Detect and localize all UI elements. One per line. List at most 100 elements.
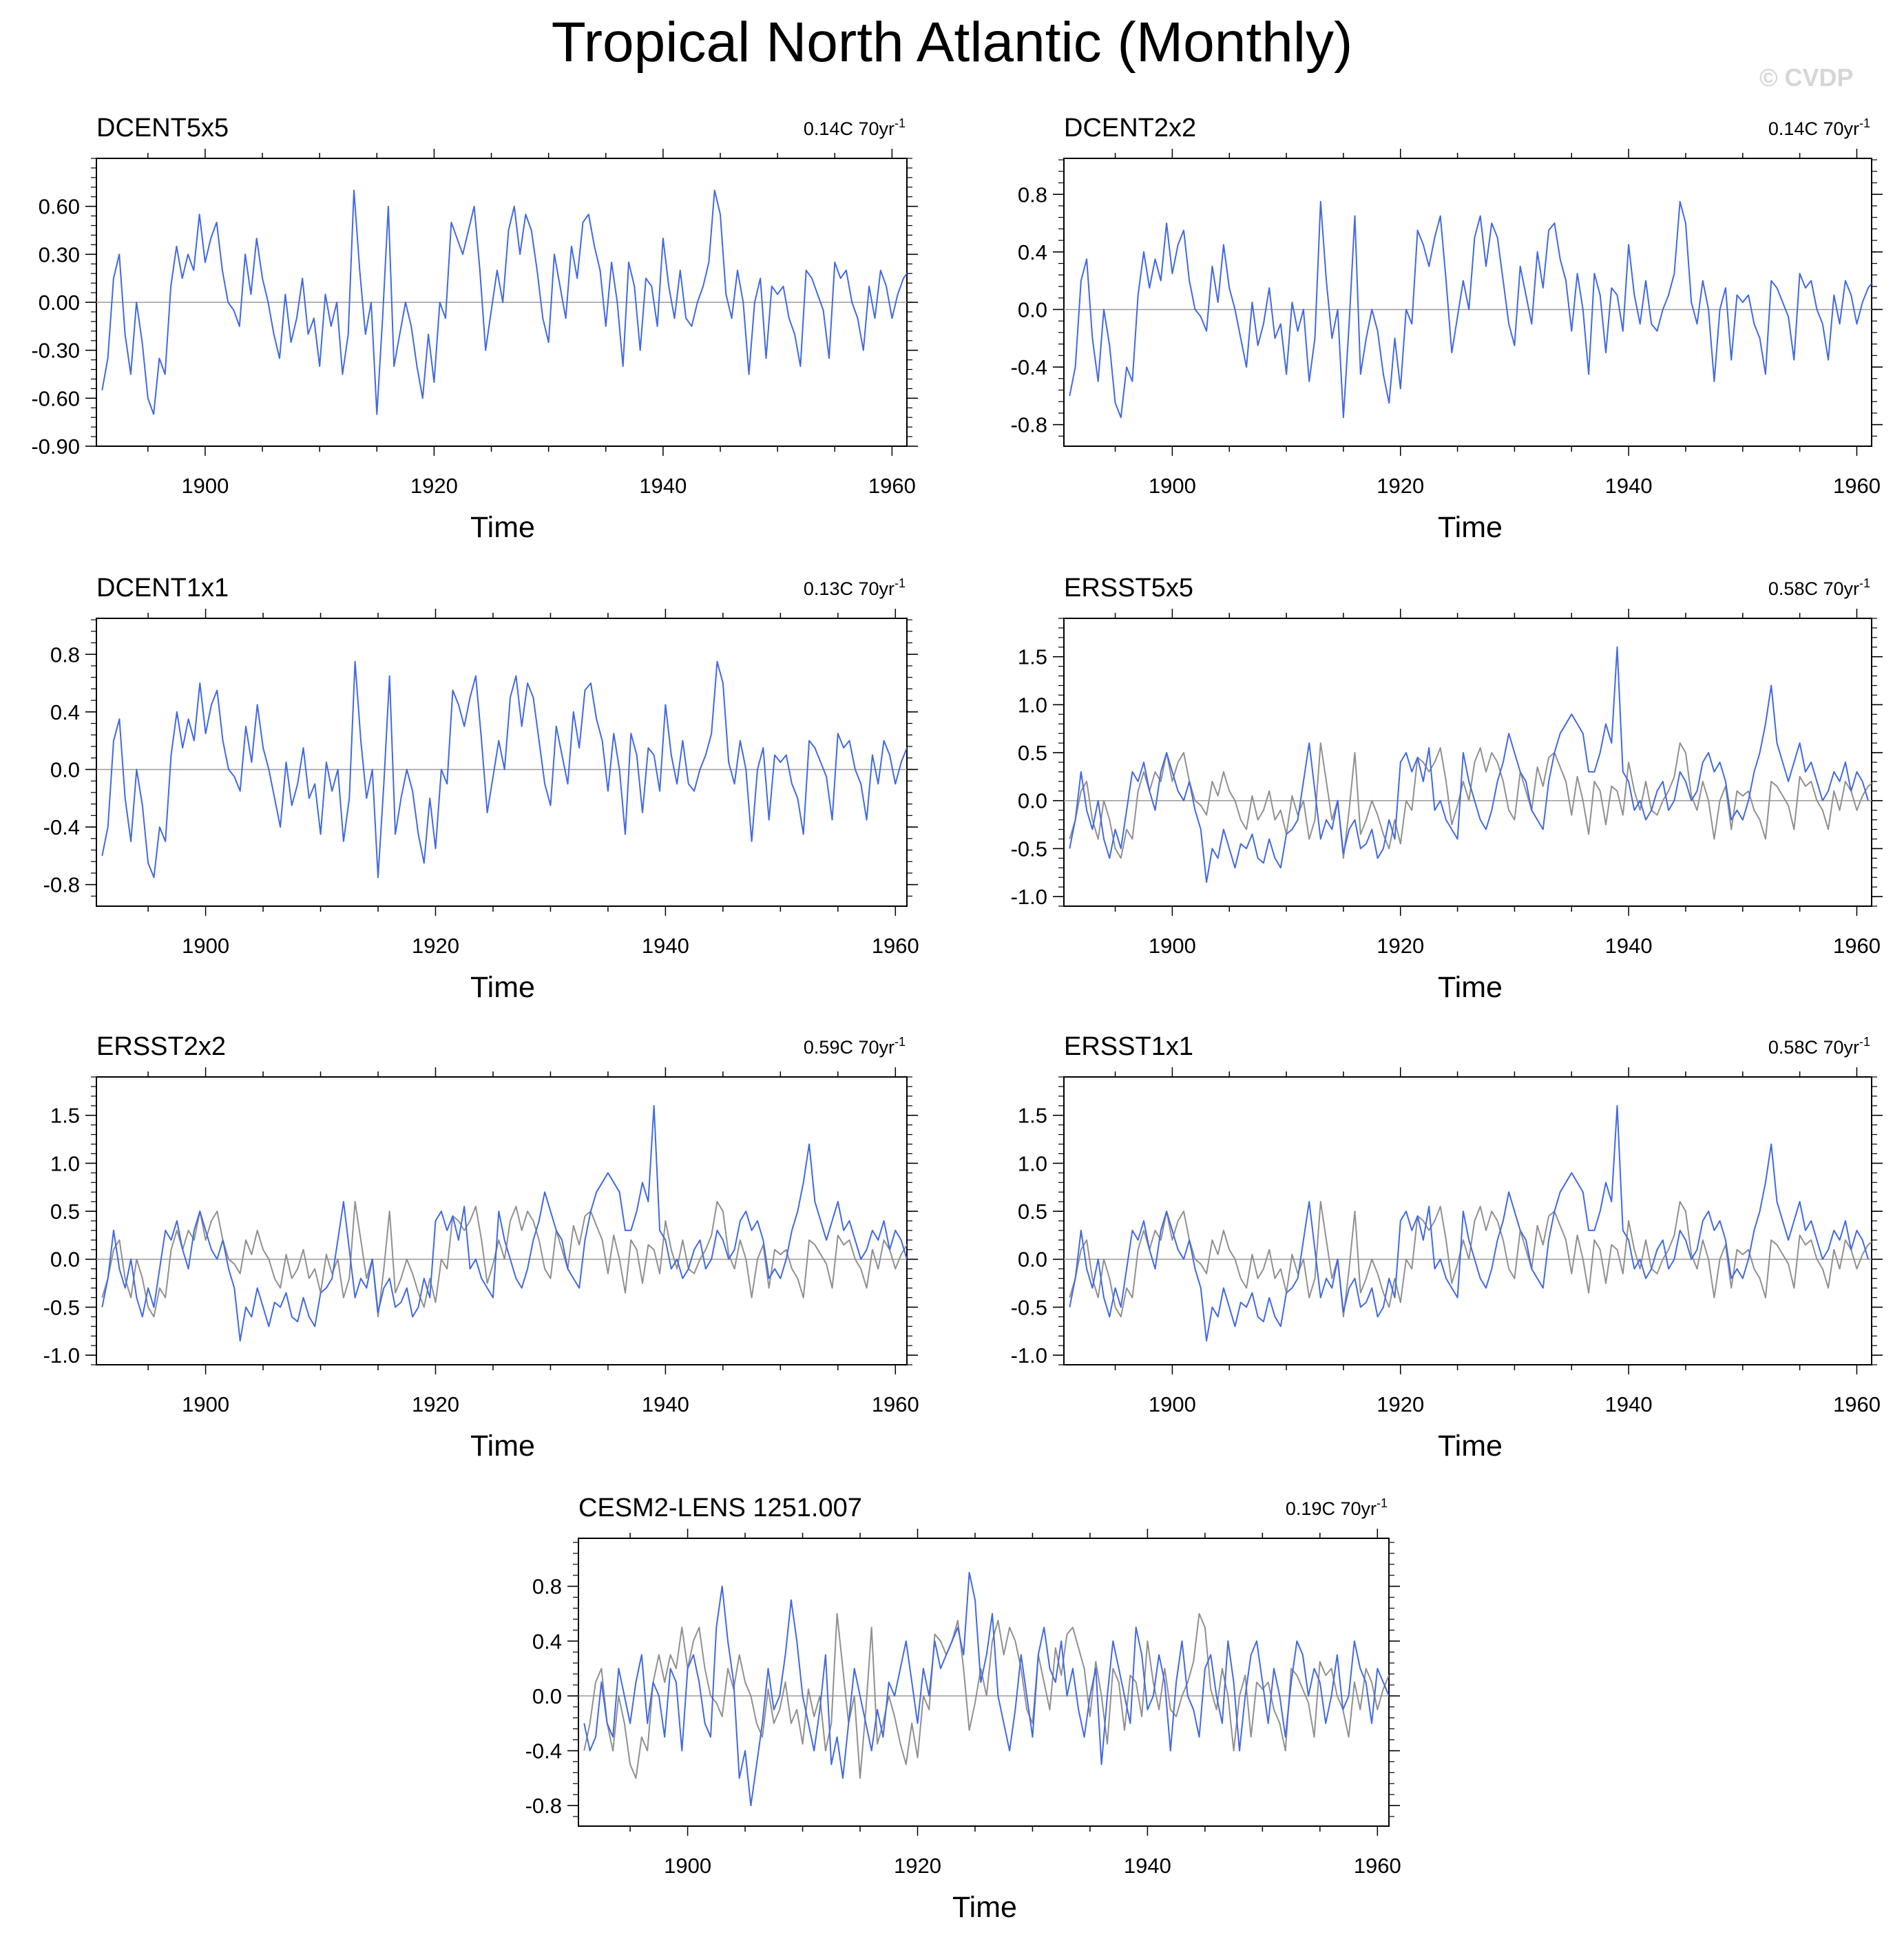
trend-label: 0.58C 70yr-1 — [1768, 1035, 1870, 1058]
y-tick-label: -0.4 — [1011, 355, 1047, 379]
trend-value: 0.14C 70yr — [804, 118, 895, 139]
trend-value: 0.19C 70yr — [1286, 1498, 1377, 1519]
trend-label: 0.59C 70yr-1 — [804, 1035, 906, 1058]
trend-exponent: -1 — [895, 576, 906, 590]
panel-dcent2x2: DCENT2x2 0.14C 70yr-1 1900 1920 1940 1960 -0.8… — [967, 103, 1904, 558]
y-tick-label: 0.5 — [1018, 1200, 1047, 1224]
x-tick-label: 1940 — [1605, 1392, 1653, 1416]
x-tick-label: 1960 — [872, 934, 919, 958]
trend-label: 0.14C 70yr-1 — [804, 116, 906, 139]
chart-title: CESM2-LENS 1251.007 — [578, 1494, 862, 1522]
x-axis-label: Time — [1438, 511, 1503, 544]
plot-frame — [578, 1538, 1390, 1827]
trend-label: 0.13C 70yr-1 — [804, 576, 906, 599]
x-tick-label: 1900 — [181, 474, 229, 498]
panel-ersst5x5: ERSST5x5 0.58C 70yr-1 1900 1920 1940 1960 -1.0… — [967, 563, 1904, 1018]
panel-cesm2-lens: CESM2-LENS 1251.007 0.19C 70yr-1 1900 1920 1… — [482, 1482, 1432, 1948]
x-tick-label: 1900 — [1149, 934, 1196, 958]
y-tick-label: 0.0 — [1018, 1248, 1047, 1272]
chart-title: ERSST5x5 — [1064, 574, 1193, 603]
chart-title: DCENT5x5 — [96, 114, 229, 143]
x-tick-label: 1960 — [872, 1392, 919, 1416]
y-tick-label: 0.30 — [39, 242, 80, 266]
y-tick-label: -0.8 — [525, 1794, 562, 1818]
x-tick-label: 1920 — [1377, 474, 1424, 498]
trend-value: 0.59C 70yr — [804, 1037, 895, 1058]
x-tick-label: 1940 — [642, 934, 689, 958]
y-tick-label: 0.4 — [532, 1629, 562, 1653]
y-tick-label: 0.0 — [532, 1684, 562, 1708]
x-tick-label: 1920 — [412, 934, 459, 958]
trend-exponent: -1 — [1859, 1035, 1870, 1049]
y-tick-label: 1.0 — [1018, 1151, 1047, 1175]
y-tick-label: -0.5 — [1011, 837, 1047, 861]
chart-title: DCENT1x1 — [96, 574, 229, 603]
y-tick-label: 1.0 — [1018, 693, 1047, 717]
chart-dcent5x5: DCENT5x5 0.14C 70yr-1 1900 1920 1940 1960 -0.9… — [31, 114, 918, 544]
chart-ersst1x1: ERSST1x1 0.58C 70yr-1 1900 1920 1940 1960 -1.0… — [1011, 1032, 1883, 1463]
trend-exponent: -1 — [1377, 1496, 1388, 1510]
x-tick-label: 1920 — [1377, 934, 1424, 958]
y-tick-label: -0.8 — [1011, 413, 1047, 437]
chart-ersst5x5: ERSST5x5 0.58C 70yr-1 1900 1920 1940 1960 -1.0… — [1011, 574, 1883, 1004]
trend-value: 0.58C 70yr — [1768, 578, 1859, 599]
series-line-primary — [1069, 646, 1869, 883]
y-tick-label: 0.0 — [1018, 789, 1047, 813]
y-tick-label: 1.0 — [50, 1151, 80, 1175]
series-line-primary — [101, 1104, 907, 1342]
y-tick-label: 0.00 — [39, 291, 80, 315]
x-tick-label: 1940 — [1605, 934, 1653, 958]
y-tick-label: 0.5 — [1018, 741, 1047, 765]
x-axis-label: Time — [470, 971, 535, 1004]
trend-exponent: -1 — [1859, 116, 1870, 130]
chart-title: ERSST2x2 — [96, 1032, 226, 1061]
y-tick-label: -0.90 — [31, 434, 80, 459]
x-tick-label: 1940 — [639, 474, 687, 498]
x-axis-label: Time — [1438, 971, 1503, 1004]
x-tick-label: 1940 — [1605, 474, 1653, 498]
chart-ersst2x2: ERSST2x2 0.59C 70yr-1 1900 1920 1940 1960 -1.0… — [43, 1032, 919, 1463]
x-tick-label: 1920 — [410, 474, 458, 498]
y-tick-label: 0.4 — [50, 700, 80, 724]
y-tick-label: 0.5 — [50, 1200, 80, 1224]
y-tick-label: 1.5 — [50, 1104, 80, 1128]
trend-value: 0.13C 70yr — [804, 578, 895, 599]
y-tick-label: -0.5 — [1011, 1295, 1047, 1319]
y-tick-label: -0.60 — [31, 386, 80, 410]
trend-label: 0.58C 70yr-1 — [1768, 576, 1870, 599]
x-tick-label: 1900 — [182, 1392, 229, 1416]
plot-frame — [96, 1076, 908, 1365]
chart-cesm2-lens: CESM2-LENS 1251.007 0.19C 70yr-1 1900 1920 1… — [525, 1494, 1401, 1924]
x-tick-label: 1960 — [1833, 474, 1881, 498]
y-tick-label: 1.5 — [1018, 1104, 1047, 1128]
x-tick-label: 1960 — [1833, 934, 1881, 958]
trend-value: 0.58C 70yr — [1768, 1037, 1859, 1058]
trend-label: 0.14C 70yr-1 — [1768, 116, 1870, 139]
x-tick-label: 1920 — [894, 1854, 941, 1878]
x-tick-label: 1920 — [1377, 1392, 1424, 1416]
y-tick-label: 0.8 — [1018, 182, 1047, 207]
series-line-primary — [101, 660, 907, 879]
y-tick-label: -0.5 — [43, 1295, 80, 1319]
series-line-primary — [101, 189, 907, 415]
y-tick-label: 0.60 — [39, 195, 80, 219]
x-tick-label: 1960 — [1354, 1854, 1401, 1878]
x-tick-label: 1960 — [868, 474, 916, 498]
y-tick-label: -1.0 — [1011, 885, 1047, 909]
trend-exponent: -1 — [895, 116, 906, 130]
x-tick-label: 1940 — [1124, 1854, 1171, 1878]
plot-frame — [96, 618, 908, 907]
panel-dcent5x5: DCENT5x5 0.14C 70yr-1 1900 1920 1940 1960 -0.9… — [0, 103, 950, 558]
x-tick-label: 1940 — [642, 1392, 689, 1416]
y-tick-label: 0.0 — [1018, 297, 1047, 322]
y-tick-label: -0.30 — [31, 339, 80, 363]
series-line-overlay — [583, 1613, 1389, 1779]
y-tick-label: 0.8 — [50, 642, 80, 667]
series-line-primary — [1069, 200, 1872, 419]
x-axis-label: Time — [470, 1429, 535, 1463]
x-tick-label: 1900 — [182, 934, 229, 958]
y-tick-label: -1.0 — [43, 1343, 80, 1368]
trend-exponent: -1 — [1859, 576, 1870, 590]
trend-value: 0.14C 70yr — [1768, 118, 1859, 139]
y-tick-label: -0.8 — [43, 873, 80, 897]
